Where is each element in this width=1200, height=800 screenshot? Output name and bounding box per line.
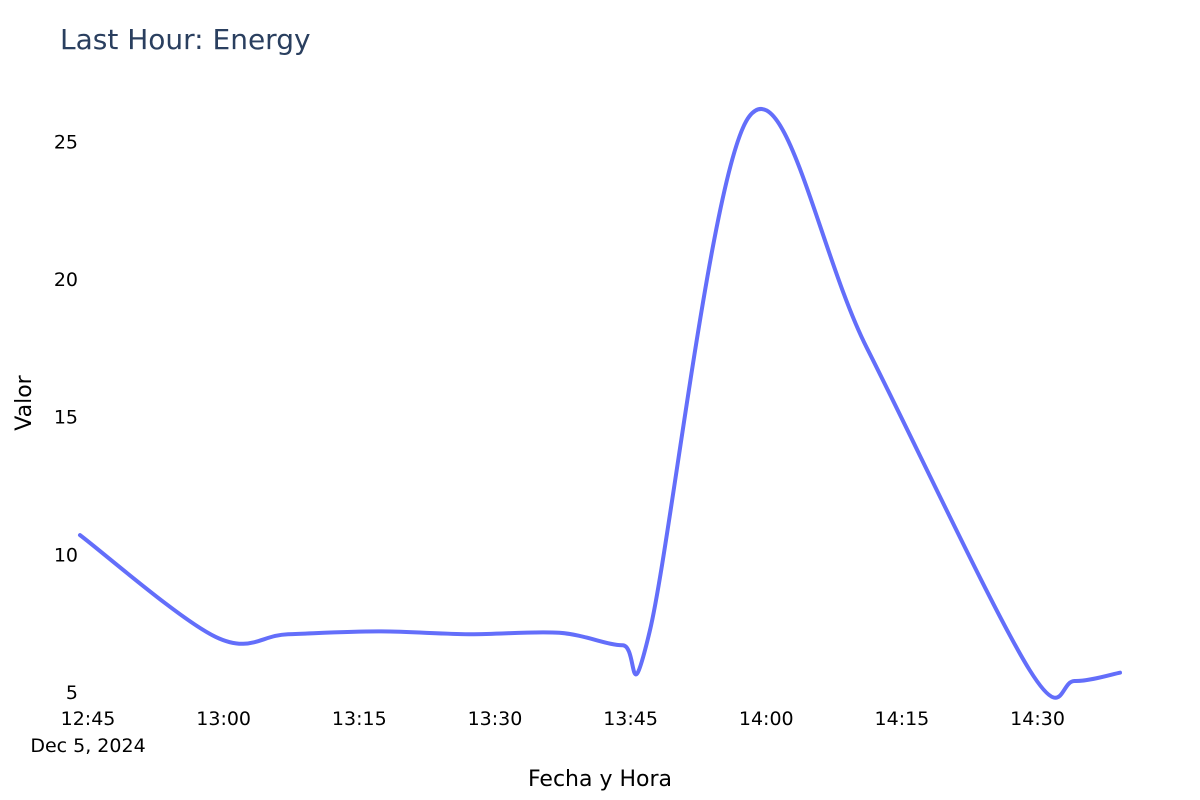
x-tick-label: 13:15 [332,708,387,730]
x-axis-date-label: Dec 5, 2024 [30,735,145,757]
x-tick-label: 12:45 [61,708,116,730]
series-line [78,107,1122,700]
y-axis-ticks: 5 10 15 20 25 [54,131,78,704]
x-axis-ticks: 12:45 13:00 13:15 13:30 13:45 14:00 14:15 14:30 [61,708,1065,730]
chart-title: Last Hour: Energy [60,23,311,56]
y-axis-title: Valor [12,374,37,430]
x-tick-label: 13:30 [468,708,523,730]
x-tick-label: 13:00 [196,708,251,730]
x-tick-label: 14:30 [1010,708,1065,730]
y-tick-label: 5 [66,682,78,704]
y-tick-label: 20 [54,269,78,291]
x-tick-label: 14:15 [875,708,930,730]
y-tick-label: 15 [54,407,78,429]
x-axis-title: Fecha y Hora [528,767,672,792]
y-tick-label: 25 [54,131,78,153]
x-tick-label: 13:45 [603,708,658,730]
x-tick-label: 14:00 [739,708,794,730]
y-tick-label: 10 [54,544,78,566]
